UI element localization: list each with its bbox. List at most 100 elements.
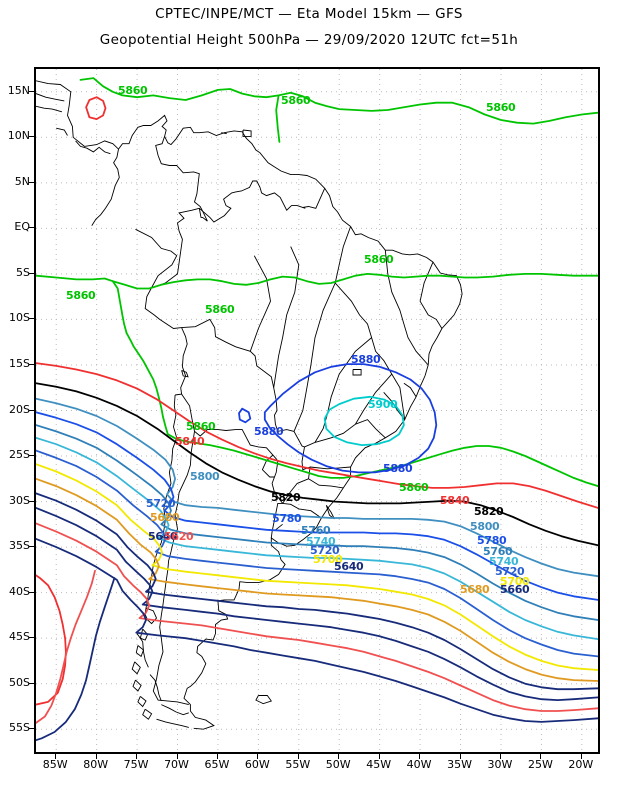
contour-label: 5760 [483, 545, 513, 558]
x-tick-label: 80W [83, 758, 109, 771]
contour-label: 5700 [313, 553, 343, 566]
y-tick-label: EQ [14, 220, 30, 234]
x-tick-mark [216, 754, 218, 759]
x-tick-mark [419, 754, 421, 759]
contour-label: 5880 [254, 425, 284, 438]
contour-label: 5720 [495, 565, 525, 578]
y-tick-label: 10S [9, 311, 30, 325]
y-tick-mark [29, 637, 34, 639]
x-tick-mark [136, 754, 138, 759]
y-tick-label: 15S [9, 356, 30, 370]
y-tick-label: 55S [9, 721, 30, 735]
contour-label: 5860 [66, 289, 96, 302]
y-tick-mark [29, 409, 34, 411]
contour-label: 5860 [399, 481, 429, 494]
contour-label: 5640 [334, 560, 364, 573]
contour-label: 5720 [146, 497, 176, 510]
y-tick-mark [29, 500, 34, 502]
coastlines [36, 80, 463, 730]
y-tick-label: 25S [9, 448, 30, 462]
y-tick-mark [29, 272, 34, 274]
contour-label: 5720 [310, 544, 340, 557]
x-tick-mark [540, 754, 542, 759]
x-tick-mark [257, 754, 259, 759]
x-tick-label: 25W [527, 758, 553, 771]
y-tick-mark [29, 181, 34, 183]
contour-label: 5860 [205, 303, 235, 316]
y-tick-mark [29, 546, 34, 548]
contour-label: 5680 [150, 511, 180, 524]
x-tick-mark [580, 754, 582, 759]
contour-label: 5740 [489, 555, 519, 568]
chart-title-line2: Geopotential Height 500hPa — 29/09/2020 … [99, 32, 519, 48]
y-tick-mark [29, 318, 34, 320]
y-tick-mark [29, 682, 34, 684]
x-tick-label: 75W [123, 758, 149, 771]
contour-label: 5820 [271, 491, 301, 504]
x-tick-label: 60W [244, 758, 270, 771]
y-tick-mark [29, 90, 34, 92]
contour-label: 5860 [486, 101, 516, 114]
x-tick-mark [297, 754, 299, 759]
y-tick-label: 45S [9, 630, 30, 644]
contour-label: 5760 [301, 524, 331, 537]
x-tick-mark [95, 754, 97, 759]
x-tick-label: 35W [447, 758, 472, 771]
contour-label: 5740 [306, 535, 336, 548]
chart-title-line1: CPTEC/INPE/MCT — Eta Model 15km — GFS [155, 6, 463, 22]
y-tick-label: 30S [9, 493, 30, 507]
contour-label: 5780 [477, 534, 507, 547]
contour-label: 5880 [351, 353, 381, 366]
x-tick-label: 50W [325, 758, 351, 771]
y-tick-mark [29, 227, 34, 229]
x-tick-label: 45W [366, 758, 392, 771]
y-tick-label: 15N [7, 83, 30, 97]
contour-label: 5860 [364, 253, 394, 266]
contour-label: 5680 [460, 583, 490, 596]
contour-label: 5860 [281, 94, 311, 107]
x-tick-mark [459, 754, 461, 759]
y-tick-label: 50S [9, 675, 30, 689]
contour-label: 5700 [500, 575, 530, 588]
x-tick-mark [499, 754, 501, 759]
contour-plot-area [34, 67, 600, 754]
y-tick-label: 5N [14, 174, 30, 188]
x-tick-label: 40W [406, 758, 432, 771]
contour-label: 5800 [190, 470, 220, 483]
contour-label: 5880 [383, 462, 413, 475]
contour-label: 5860 [186, 420, 216, 433]
x-tick-mark [176, 754, 178, 759]
y-tick-label: 35S [9, 539, 30, 553]
x-tick-label: 65W [204, 758, 230, 771]
x-tick-label: 70W [164, 758, 189, 771]
contour-lines [36, 77, 598, 742]
grid-lines [36, 69, 598, 752]
contour-label: 5820 [474, 505, 504, 518]
x-tick-mark [338, 754, 340, 759]
x-tick-label: 30W [487, 758, 513, 771]
contour-label: 5900 [368, 398, 398, 411]
y-tick-mark [29, 363, 34, 365]
y-tick-label: 5S [16, 265, 30, 279]
contour-label: 5660 [500, 583, 530, 596]
y-tick-mark [29, 728, 34, 730]
x-tick-mark [378, 754, 380, 759]
y-tick-label: 40S [9, 584, 30, 598]
x-tick-label: 85W [42, 758, 68, 771]
x-tick-mark [55, 754, 57, 759]
contour-label: 5640 [148, 530, 178, 543]
y-tick-mark [29, 455, 34, 457]
contour-label: 5860 [118, 84, 148, 97]
contour-label: 5780 [272, 512, 302, 525]
contour-label: 5840 [175, 435, 205, 448]
y-tick-label: 20S [9, 402, 30, 416]
x-tick-label: 55W [285, 758, 311, 771]
y-tick-mark [29, 136, 34, 138]
map-svg [36, 69, 598, 752]
y-tick-label: 10N [7, 129, 30, 143]
contour-label: 5800 [470, 520, 500, 533]
y-tick-mark [29, 591, 34, 593]
x-tick-label: 20W [568, 758, 594, 771]
contour-label: 5840 [440, 494, 470, 507]
